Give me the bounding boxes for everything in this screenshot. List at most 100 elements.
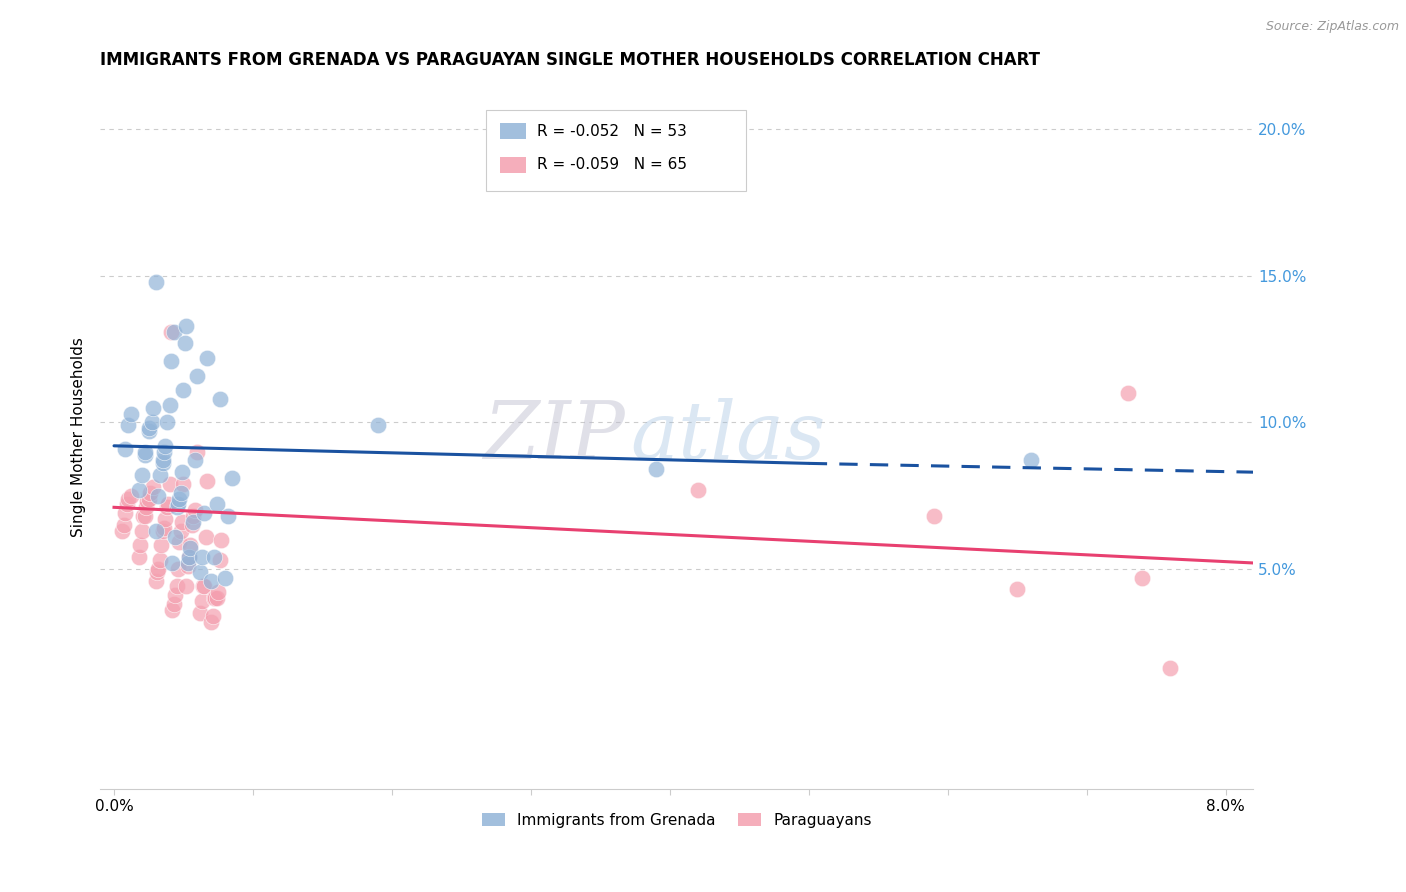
Point	[149, 553, 172, 567]
Point	[645, 462, 668, 476]
Point	[129, 538, 152, 552]
Point	[1005, 582, 1028, 597]
Point	[162, 556, 184, 570]
Point	[166, 500, 188, 515]
Point	[208, 392, 231, 406]
Text: ZIP: ZIP	[484, 398, 624, 475]
Point	[186, 444, 208, 458]
Point	[1159, 661, 1181, 675]
Point	[173, 336, 195, 351]
Point	[169, 535, 191, 549]
Point	[160, 325, 183, 339]
Point	[128, 550, 150, 565]
Point	[202, 591, 225, 606]
Point	[142, 401, 165, 415]
Point	[209, 533, 232, 547]
Point	[134, 448, 156, 462]
Point	[112, 517, 135, 532]
Point	[1019, 453, 1042, 467]
Point	[201, 608, 224, 623]
Point	[145, 524, 167, 538]
Bar	[501, 123, 526, 139]
Point	[177, 550, 200, 565]
Point	[195, 474, 218, 488]
Point	[179, 541, 201, 556]
Point	[145, 574, 167, 588]
Point	[117, 491, 139, 506]
Text: IMMIGRANTS FROM GRENADA VS PARAGUAYAN SINGLE MOTHER HOUSEHOLDS CORRELATION CHART: IMMIGRANTS FROM GRENADA VS PARAGUAYAN SI…	[100, 51, 1040, 69]
Point	[176, 556, 198, 570]
Point	[114, 442, 136, 456]
Point	[188, 606, 211, 620]
Point	[190, 550, 212, 565]
Point	[111, 524, 134, 538]
Point	[142, 480, 165, 494]
Point	[181, 515, 204, 529]
Point	[145, 275, 167, 289]
Point	[172, 515, 194, 529]
Point	[166, 579, 188, 593]
Point	[183, 453, 205, 467]
Point	[134, 509, 156, 524]
Point	[167, 562, 190, 576]
Point	[205, 497, 228, 511]
Point	[160, 354, 183, 368]
Point	[148, 489, 170, 503]
Point	[188, 565, 211, 579]
Point	[155, 512, 177, 526]
Point	[120, 489, 142, 503]
Text: atlas: atlas	[631, 398, 825, 475]
Point	[186, 368, 208, 383]
Point	[132, 509, 155, 524]
Point	[922, 509, 945, 524]
Point	[152, 453, 174, 467]
Point	[190, 594, 212, 608]
Point	[169, 491, 191, 506]
Point	[149, 468, 172, 483]
Point	[135, 500, 157, 515]
Point	[150, 538, 173, 552]
Point	[172, 465, 194, 479]
Point	[173, 476, 195, 491]
Point	[180, 517, 202, 532]
Point	[131, 468, 153, 483]
Point	[1118, 386, 1140, 401]
Point	[174, 579, 197, 593]
Point	[146, 565, 169, 579]
Point	[193, 579, 215, 593]
Point	[179, 538, 201, 552]
Point	[152, 524, 174, 538]
Point	[200, 615, 222, 629]
Y-axis label: Single Mother Households: Single Mother Households	[72, 337, 86, 537]
Point	[152, 456, 174, 470]
Point	[191, 579, 214, 593]
Point	[214, 571, 236, 585]
Point	[195, 351, 218, 365]
Point	[173, 383, 195, 397]
Point	[174, 318, 197, 333]
Text: R = -0.052   N = 53: R = -0.052 N = 53	[537, 124, 688, 139]
Point	[128, 483, 150, 497]
Point	[194, 530, 217, 544]
Text: R = -0.059   N = 65: R = -0.059 N = 65	[537, 158, 688, 172]
Point	[114, 506, 136, 520]
Point	[204, 591, 226, 606]
Point	[208, 553, 231, 567]
Point	[193, 506, 215, 520]
Point	[221, 471, 243, 485]
Point	[181, 509, 204, 524]
Point	[207, 585, 229, 599]
Point	[163, 325, 186, 339]
Point	[202, 550, 225, 565]
Point	[139, 485, 162, 500]
Text: Source: ZipAtlas.com: Source: ZipAtlas.com	[1265, 20, 1399, 33]
Point	[153, 444, 176, 458]
Point	[115, 497, 138, 511]
Point	[131, 524, 153, 538]
Point	[367, 418, 389, 433]
Point	[156, 416, 179, 430]
Bar	[486, 110, 747, 191]
Point	[138, 421, 160, 435]
Point	[136, 494, 159, 508]
Point	[686, 483, 709, 497]
